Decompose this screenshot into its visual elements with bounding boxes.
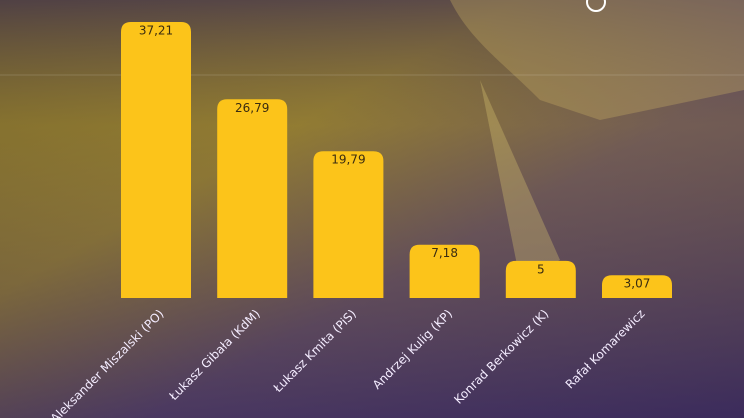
value-label: 26,79 bbox=[235, 101, 269, 115]
bar bbox=[409, 244, 480, 298]
value-label: 19,79 bbox=[331, 153, 365, 167]
bar bbox=[217, 99, 288, 298]
value-label: 3,07 bbox=[624, 277, 651, 291]
bar bbox=[313, 151, 384, 298]
ballot-shape bbox=[480, 80, 560, 280]
value-label: 5 bbox=[537, 262, 545, 276]
bar bbox=[602, 275, 672, 298]
bar bbox=[505, 260, 576, 298]
logo bbox=[586, 0, 606, 12]
value-label: 7,18 bbox=[431, 246, 458, 260]
bar bbox=[121, 22, 191, 298]
value-label: 37,21 bbox=[139, 24, 173, 38]
hand-shape bbox=[450, 0, 744, 120]
